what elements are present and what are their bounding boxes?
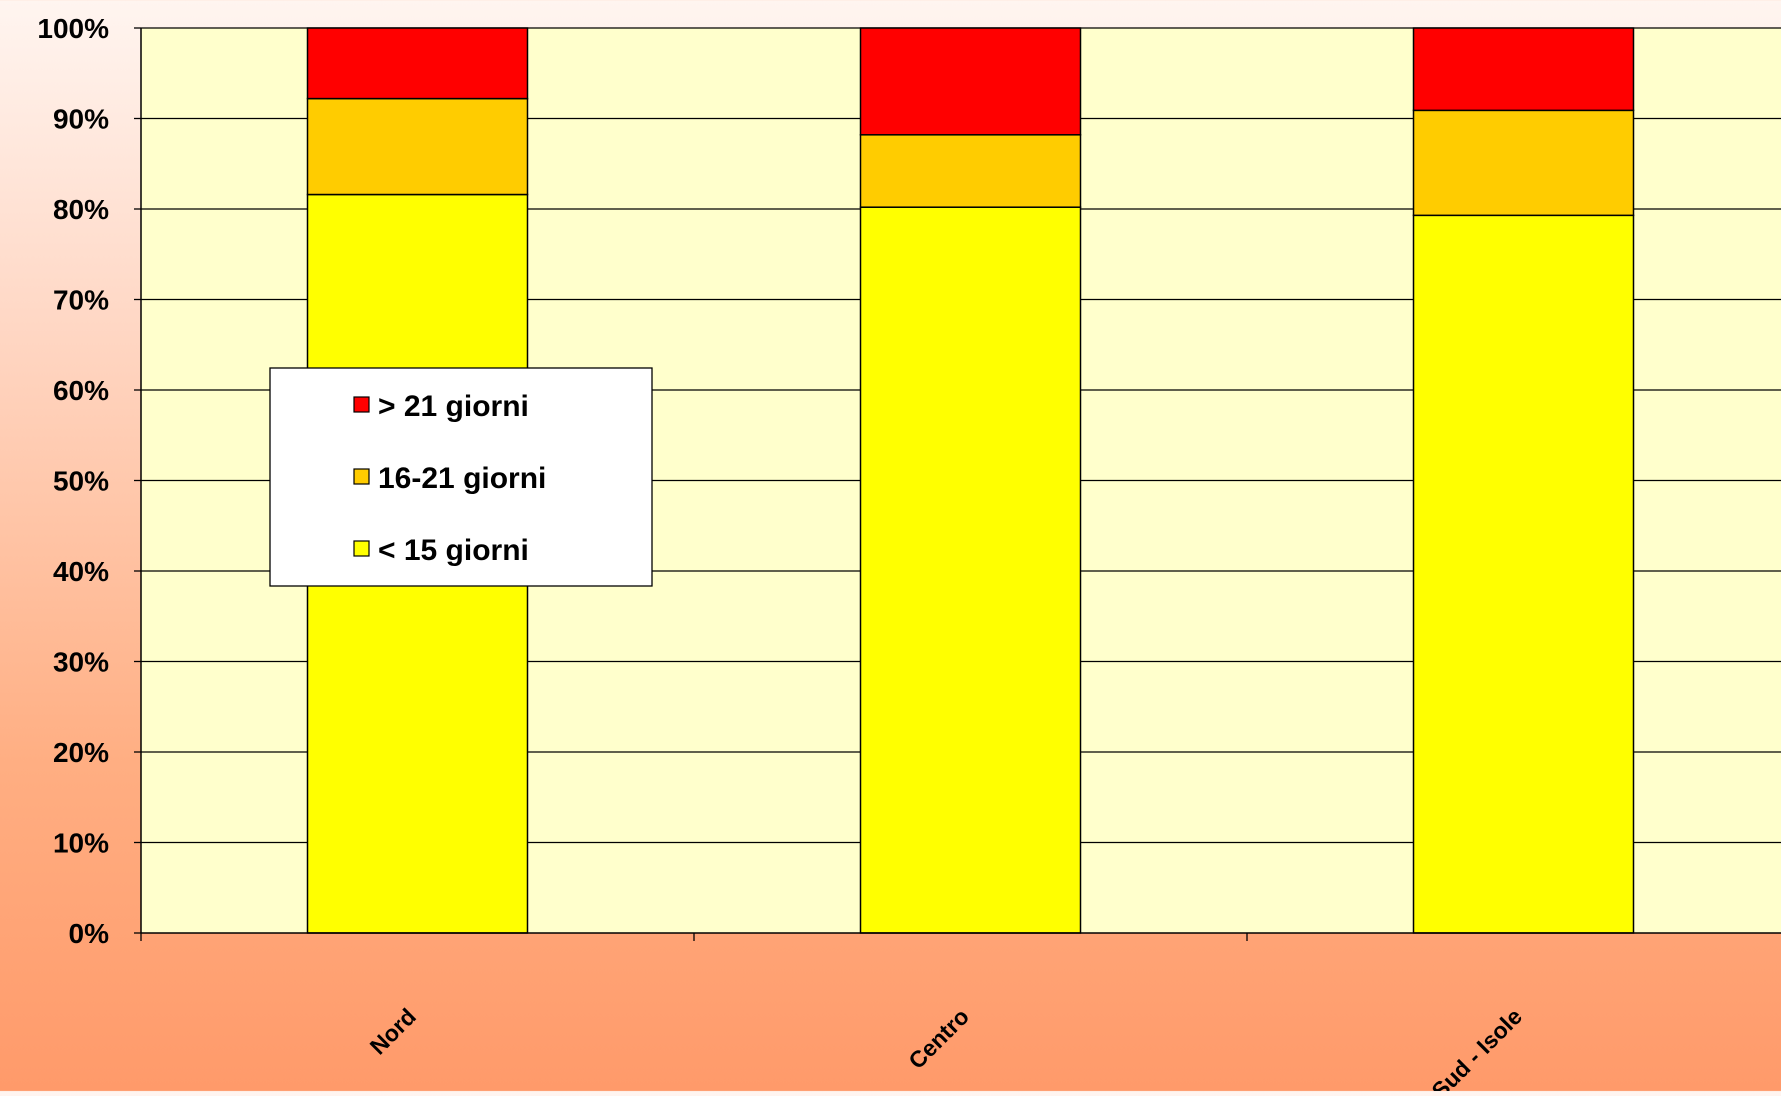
- bar-segment: [859, 27, 1082, 136]
- bar-segment: [859, 206, 1082, 934]
- y-tick-label: 50%: [53, 466, 109, 497]
- y-tick-label: 90%: [53, 104, 109, 135]
- axes: [134, 27, 1781, 941]
- legend: > 21 giorni 16-21 giorni < 15 giorni: [269, 367, 653, 587]
- y-tick-label: 0%: [69, 918, 110, 949]
- bar-segment: [1412, 27, 1635, 112]
- y-tick-label: 20%: [53, 737, 109, 768]
- x-tick-labels: Nord Centro Sud - Isole: [365, 1003, 1527, 1096]
- x-tick-label: Centro: [903, 1003, 974, 1074]
- legend-label: > 21 giorni: [378, 390, 529, 423]
- legend-box: [269, 367, 653, 587]
- legend-label: 16-21 giorni: [378, 462, 546, 495]
- bar-segment: [1412, 109, 1635, 217]
- bar-segment: [1412, 214, 1635, 934]
- y-tick-label: 60%: [53, 375, 109, 406]
- legend-swatch: [353, 468, 370, 485]
- legend-label: < 15 giorni: [378, 534, 529, 567]
- y-tick-label: 70%: [53, 285, 109, 316]
- y-tick-label: 30%: [53, 647, 109, 678]
- legend-swatch: [353, 396, 370, 413]
- y-tick-label: 100%: [37, 13, 109, 44]
- y-tick-label: 80%: [53, 194, 109, 225]
- bar-segment: [859, 134, 1082, 208]
- y-tick-labels: 0% 10% 20% 30% 40% 50% 60% 70% 80% 90% 100%: [37, 13, 109, 949]
- x-tick-label: Nord: [365, 1003, 421, 1059]
- y-tick-label: 10%: [53, 828, 109, 859]
- bar-segment: [306, 97, 529, 196]
- legend-swatch: [353, 540, 370, 557]
- x-tick-label: Sud - Isole: [1426, 1003, 1527, 1091]
- y-tick-label: 40%: [53, 556, 109, 587]
- bar-segment: [306, 27, 529, 100]
